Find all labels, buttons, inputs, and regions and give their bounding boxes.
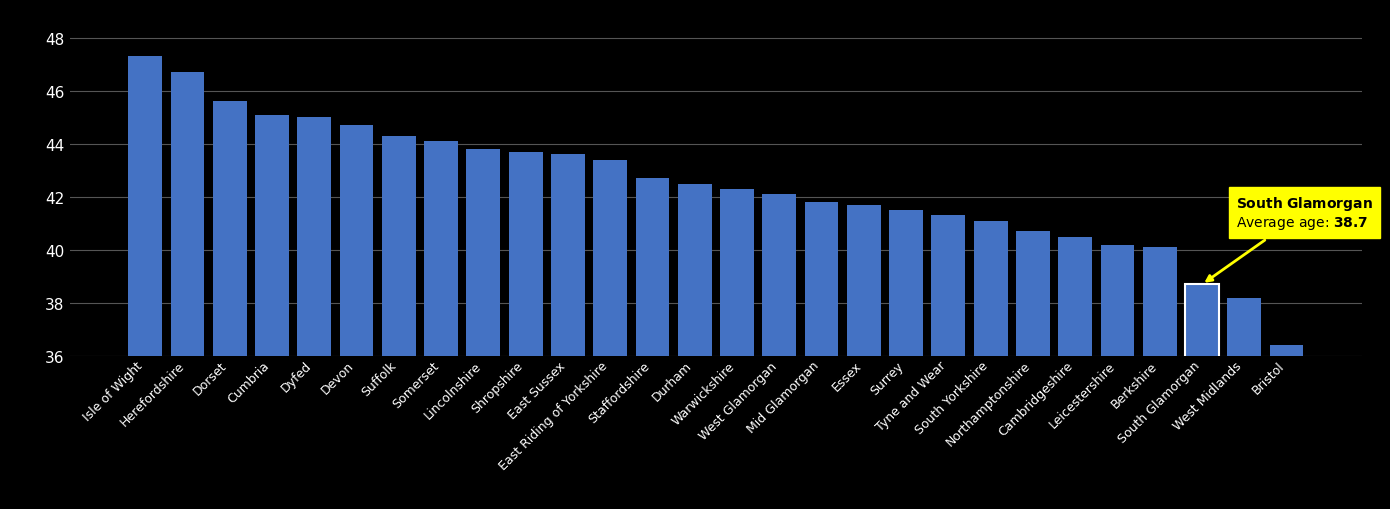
Bar — [1269, 346, 1304, 509]
Bar — [213, 102, 246, 509]
Bar — [1101, 245, 1134, 509]
Bar — [256, 116, 289, 509]
Bar — [382, 136, 416, 509]
Bar — [1227, 298, 1261, 509]
Bar — [974, 221, 1008, 509]
Bar — [467, 150, 500, 509]
Bar — [1186, 285, 1219, 509]
Text: $\bf{South\ Glamorgan}$
Average age: $\bf{38.7}$: $\bf{South\ Glamorgan}$ Average age: $\b… — [1207, 194, 1372, 281]
Bar — [550, 155, 585, 509]
Bar — [720, 189, 753, 509]
Bar — [762, 195, 796, 509]
Bar — [297, 118, 331, 509]
Bar — [1143, 248, 1176, 509]
Bar — [1016, 232, 1049, 509]
Bar — [1058, 237, 1093, 509]
Bar — [931, 216, 965, 509]
Bar — [678, 184, 712, 509]
Bar — [424, 142, 457, 509]
Bar — [635, 179, 670, 509]
Bar — [171, 73, 204, 509]
Bar — [339, 126, 374, 509]
Bar — [805, 203, 838, 509]
Bar — [594, 160, 627, 509]
Bar — [890, 211, 923, 509]
Bar — [509, 153, 542, 509]
Bar — [128, 57, 163, 509]
Bar — [847, 206, 881, 509]
